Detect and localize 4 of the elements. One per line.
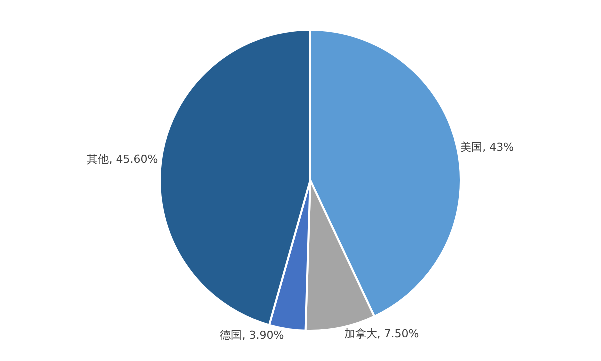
- slice-label: 加拿大, 7.50%: [344, 328, 420, 341]
- slice-label: 美国, 43%: [460, 140, 514, 154]
- slice-label: 德国, 3.90%: [220, 329, 284, 342]
- slice-label: 其他, 45.60%: [87, 153, 158, 166]
